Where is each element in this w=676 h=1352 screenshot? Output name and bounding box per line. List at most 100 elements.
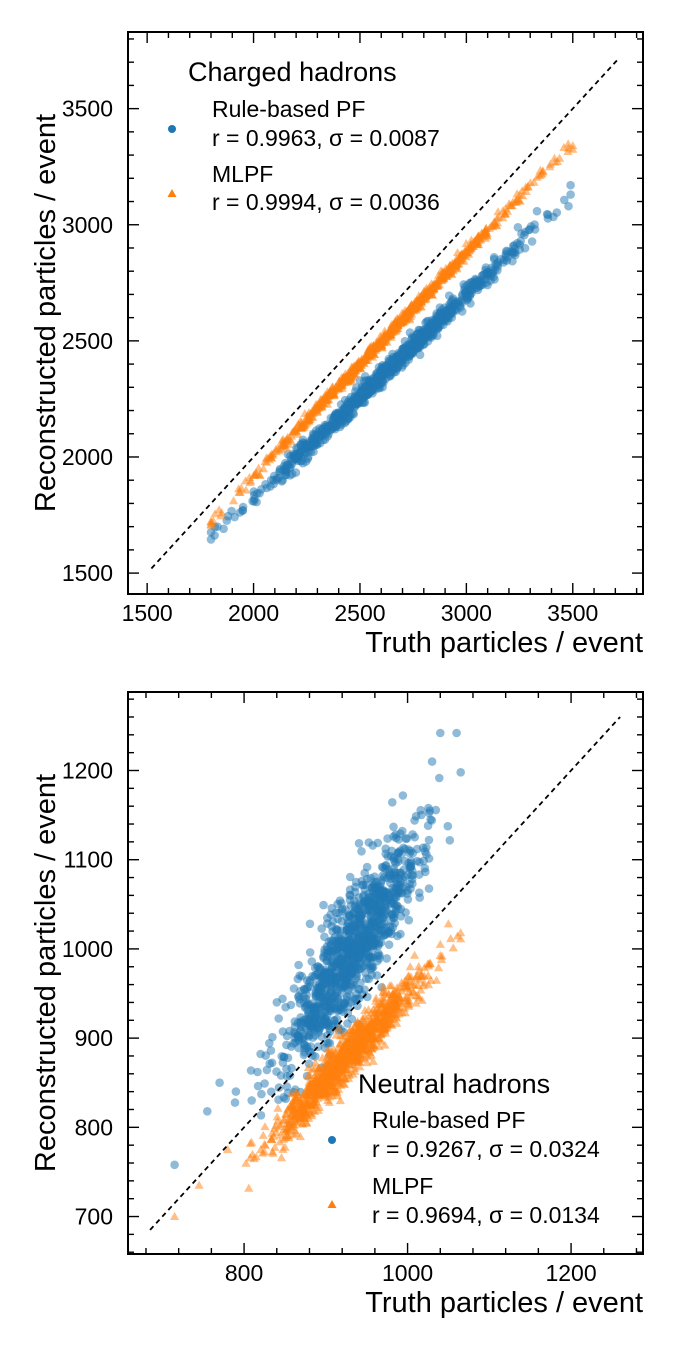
neutral-hadrons-legend-title: Neutral hadrons [358, 1069, 550, 1099]
rule-based-pf-point [294, 991, 304, 1000]
rule-based-pf-point [230, 1098, 240, 1107]
rule-based-pf-point [456, 768, 466, 777]
mlpf-point [292, 429, 302, 438]
mlpf-point [316, 395, 326, 404]
rule-based-pf-point [398, 344, 408, 354]
rule-based-pf-point [350, 391, 360, 401]
mlpf-point [420, 292, 430, 301]
rule-based-pf-point [362, 862, 372, 872]
mlpf-point [386, 326, 396, 335]
rule-based-pf-point [329, 1016, 339, 1026]
rule-based-pf-point [415, 350, 425, 360]
mlpf-point [446, 934, 456, 943]
charged-hadrons-y-axis-label: Reconstructed particles / event [30, 114, 62, 512]
rule-based-pf-point [372, 917, 381, 926]
rule-based-pf-point [400, 337, 410, 346]
rule-based-pf-point [387, 357, 397, 367]
mlpf-point [478, 231, 488, 240]
rule-based-pf-point [373, 951, 383, 960]
mlpf-point [241, 1158, 251, 1167]
rule-based-pf-point [338, 941, 348, 950]
rule-based-pf-point [261, 480, 270, 489]
rule-based-pf-point [370, 872, 379, 881]
rule-based-pf-point [292, 454, 302, 464]
rule-based-pf-point [367, 963, 377, 973]
rule-based-pf-point [345, 872, 355, 882]
rule-based-pf-point [274, 1083, 284, 1092]
rule-based-pf-point [307, 957, 317, 966]
mlpf-point [536, 170, 546, 179]
rule-based-pf-point [421, 318, 430, 328]
rule-based-pf-point [305, 919, 315, 929]
rule-based-pf-point [354, 839, 364, 848]
mlpf-point [355, 359, 365, 368]
rule-based-pf-point [397, 357, 407, 367]
rule-based-pf-point [491, 259, 501, 269]
y-tick-label: 1500 [62, 560, 113, 586]
y-tick-label: 1200 [62, 758, 113, 784]
mlpf-point [343, 376, 353, 385]
rule-based-pf-point [344, 927, 354, 937]
charged-hadrons-x-axis-label: Truth particles / event [365, 627, 643, 659]
mlpf-point [488, 222, 498, 231]
rule-based-pf-point [302, 976, 312, 985]
rule-based-pf-point [326, 939, 336, 949]
mlpf-point [245, 478, 255, 486]
rule-based-pf-point [452, 728, 461, 738]
rule-based-pf-point [381, 923, 391, 932]
rule-based-pf-point [272, 998, 282, 1007]
rule-based-pf-point [411, 811, 421, 821]
mlpf-point [500, 209, 510, 218]
rule-based-pf-point [366, 917, 375, 927]
mlpf-point [492, 218, 503, 227]
rule-based-pf-point [388, 798, 397, 807]
charged-hadrons-panel: 1500 2000 2500 3000 3500 1500 2000 2500 3000 3500… [30, 31, 644, 659]
rule-based-pf-point [330, 979, 340, 989]
mlpf-point [426, 290, 436, 298]
rule-based-pf-point [433, 323, 443, 332]
mlpf-point [412, 296, 422, 305]
mlpf-point [552, 157, 562, 165]
rule-based-pf-point [317, 924, 327, 933]
rule-based-pf-point [335, 896, 345, 905]
mlpf-point [466, 235, 476, 244]
rule-based-pf-point [303, 454, 313, 464]
mlpf-point [461, 248, 471, 257]
rule-based-pf-point [395, 880, 405, 889]
rule-based-pf-point [337, 934, 346, 944]
charged-hadrons-legend-title: Charged hadrons [188, 57, 397, 87]
rule-based-pf-point [246, 1066, 256, 1075]
rule-based-pf-point [398, 791, 408, 800]
rule-based-pf-point [203, 1107, 212, 1116]
rule-based-pf-point [339, 962, 348, 971]
rule-based-pf-point [307, 999, 317, 1008]
rule-based-pf-point [252, 497, 261, 507]
y-tick-label: 3500 [62, 96, 113, 122]
rule-based-pf-point [444, 291, 454, 301]
rule-based-pf-point [525, 225, 534, 234]
rule-based-pf-point [265, 1039, 274, 1048]
rule-based-pf-point [434, 314, 443, 323]
rule-based-pf-point [274, 1014, 284, 1023]
charged-hadrons-diagonal [150, 56, 621, 570]
rule-based-pf-point [170, 1160, 179, 1170]
mlpf-point [404, 313, 415, 322]
x-tick-label: 2500 [334, 600, 385, 626]
rule-based-pf-point [509, 248, 518, 257]
rule-based-pf-point [326, 1003, 335, 1012]
rule-based-pf-point [410, 333, 420, 343]
rule-based-pf-point [407, 871, 416, 880]
mlpf-point [375, 331, 385, 340]
rule-based-pf-point [279, 1052, 289, 1062]
legend-mlpf-stats: r = 0.9994, σ = 0.0036 [212, 189, 440, 215]
rule-based-pf-point [267, 1087, 276, 1096]
mlpf-point [428, 281, 438, 290]
rule-based-pf-point [424, 854, 434, 863]
rule-based-pf-point [375, 370, 385, 379]
mlpf-point [568, 144, 578, 153]
rule-based-pf-point [311, 989, 320, 998]
rule-based-pf-point [257, 1089, 266, 1099]
mlpf-point [439, 269, 449, 278]
rule-based-pf-point [435, 303, 445, 312]
